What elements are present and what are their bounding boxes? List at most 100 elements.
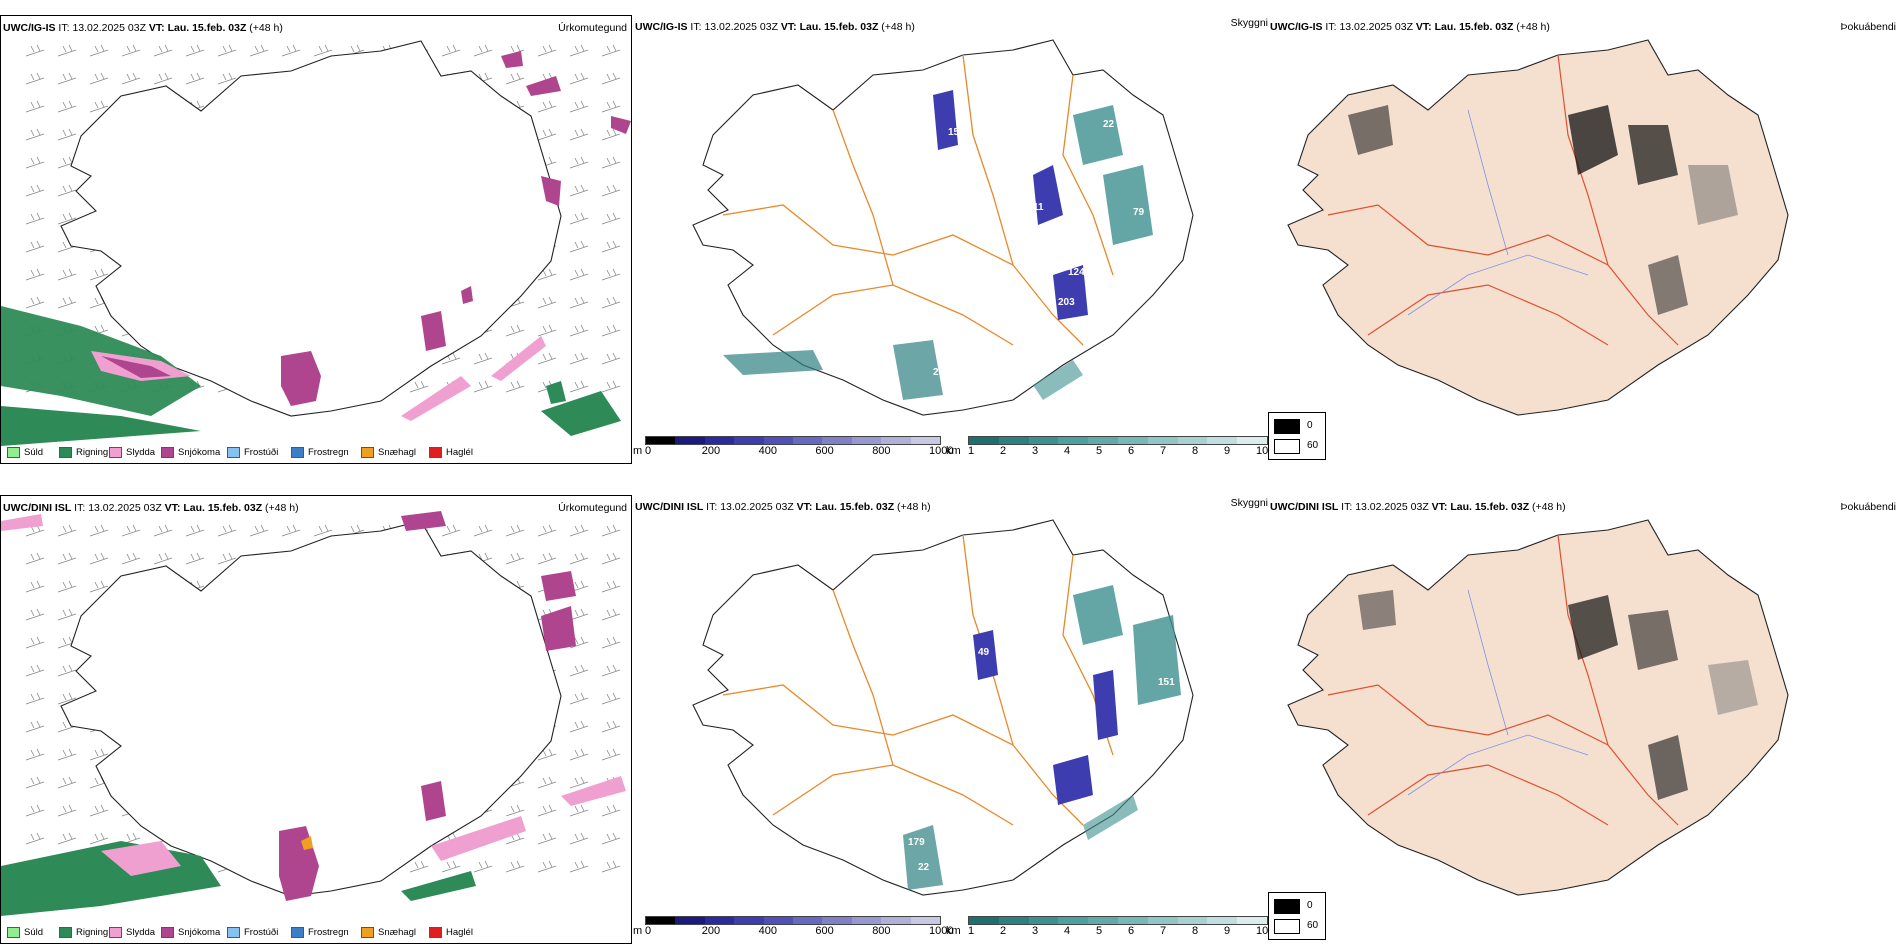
precip-map-top <box>1 40 631 446</box>
lead-time: (+48 h) <box>897 501 931 513</box>
legend-item-súld: Súld <box>7 447 43 458</box>
wind-barb <box>249 44 269 57</box>
wind-barb <box>25 608 45 621</box>
wind-barb <box>217 44 237 57</box>
colorbar-strip <box>645 916 941 925</box>
fog-map-bottom <box>1287 519 1789 896</box>
legend-item-frostúði: Frostúði <box>227 447 278 458</box>
wind-barb <box>537 552 557 565</box>
it-label: IT: <box>58 22 70 34</box>
cloud-base-label: 271 <box>933 367 950 378</box>
cloud-base-label: 71 <box>1133 712 1145 723</box>
cloud-title: Skyggni <box>1230 497 1268 509</box>
vt-label: VT: <box>164 502 181 514</box>
wind-barb <box>505 804 525 817</box>
legend-item-snjókoma: Snjókoma <box>161 927 220 938</box>
legend-label: Frostúði <box>244 447 279 458</box>
wind-barb <box>153 552 173 565</box>
colorbar-bin <box>1028 437 1059 444</box>
wind-barb <box>89 580 109 593</box>
legend-label: Snæhagl <box>378 927 417 938</box>
wind-barb <box>601 804 621 817</box>
fog-swatch-0 <box>1274 899 1300 914</box>
wind-barb <box>153 72 173 85</box>
model-name: UWC/IG-IS <box>1270 21 1323 33</box>
legend-item-frostregn: Frostregn <box>291 447 349 458</box>
wind-barb <box>25 552 45 565</box>
wind-barb <box>601 692 621 705</box>
wind-barb <box>569 664 589 677</box>
legend-swatch <box>7 927 20 938</box>
it-value: 13.02.2025 03Z <box>88 502 162 514</box>
wind-barb <box>601 240 621 253</box>
legend-item-slydda: Slydda <box>109 927 155 938</box>
cloud-base-label: 85 <box>1153 152 1165 163</box>
colorbar-tick: 600 <box>815 445 834 457</box>
wind-barb <box>569 156 589 169</box>
legend-item-frostúði: Frostúði <box>227 927 278 938</box>
colorbar-height: m 0 200 400 600 800 1000 <box>633 436 953 460</box>
wind-barb <box>537 524 557 537</box>
cloud-base-label: 112 <box>1103 752 1120 763</box>
colorbar-tick: 8 <box>1192 925 1199 937</box>
fog-swatch-60 <box>1274 439 1300 454</box>
vt-value: Lau. 15.feb. 03Z <box>167 22 247 34</box>
colorbar-bin <box>822 437 852 444</box>
fog-swatch-0 <box>1274 419 1300 434</box>
legend-label: Frostregn <box>308 447 349 458</box>
colorbar-tick: 800 <box>872 925 891 937</box>
cloud-panel-top: 22 85 110 79 318 124 203 271 15 14 11 UWC/IG-IS IT… <box>633 15 1268 464</box>
colorbar-bin <box>1117 437 1148 444</box>
wind-barb <box>601 296 621 309</box>
legend-item-haglél: Haglél <box>429 927 473 938</box>
precip-map-bottom <box>1 511 626 916</box>
wind-barb <box>601 128 621 141</box>
colorbar-bin <box>1207 917 1238 924</box>
fog-title: Þokuábendi <box>1840 21 1896 33</box>
wind-barb <box>25 776 45 789</box>
legend-swatch <box>59 927 72 938</box>
cloud-base-label: 12 <box>993 722 1005 733</box>
colorbar-unit: m <box>633 445 643 457</box>
wind-barb <box>409 380 429 393</box>
wind-barb <box>57 776 77 789</box>
colorbar-bin <box>704 437 735 444</box>
wind-barb <box>57 184 77 197</box>
cloud-map-top: 22 85 110 79 318 124 203 271 15 14 11 <box>692 39 1194 416</box>
legend-label: Súld <box>24 447 44 458</box>
colorbar-bin <box>1237 917 1267 924</box>
row2-precip-header: UWC/DINI ISL IT: 13.02.2025 03Z VT: Lau.… <box>3 502 299 514</box>
colorbar-strip <box>968 916 1268 925</box>
lead-time: (+48 h) <box>1516 21 1550 33</box>
wind-barb <box>601 212 621 225</box>
wind-barb <box>537 128 557 141</box>
fog-panel-bottom: UWC/DINI ISL IT: 13.02.2025 03Z VT: Lau.… <box>1268 495 1900 944</box>
legend-item-frostregn: Frostregn <box>291 927 349 938</box>
precip-panel-bottom: UWC/DINI ISL IT: 13.02.2025 03Z VT: Lau.… <box>0 495 632 944</box>
colorbar-unit: km <box>946 925 961 937</box>
legend-swatch <box>429 447 442 458</box>
colorbar-tick: 1000 <box>929 445 954 457</box>
wind-barb <box>121 44 141 57</box>
fog-map-top <box>1287 39 1789 416</box>
wind-barb <box>217 524 237 537</box>
legend-label: Snjókoma <box>178 927 221 938</box>
colorbar-bin <box>793 917 823 924</box>
it-label: IT: <box>1341 501 1353 513</box>
wind-barb <box>57 832 77 845</box>
wind-barb <box>569 832 589 845</box>
colorbar-bin <box>998 917 1029 924</box>
colorbar-bin <box>1177 917 1208 924</box>
it-value: 13.02.2025 03Z <box>72 22 146 34</box>
wind-barb <box>601 580 621 593</box>
it-value: 13.02.2025 03Z <box>1355 501 1429 513</box>
wind-barb <box>57 608 77 621</box>
legend-swatch <box>161 927 174 938</box>
colorbar-bin <box>1088 917 1118 924</box>
legend-label: Frostúði <box>244 927 279 938</box>
wind-barb <box>121 552 141 565</box>
fog-title: Þokuábendi <box>1840 501 1896 513</box>
wind-barb <box>569 524 589 537</box>
colorbar-tick: 800 <box>872 445 891 457</box>
wind-barb <box>537 832 557 845</box>
